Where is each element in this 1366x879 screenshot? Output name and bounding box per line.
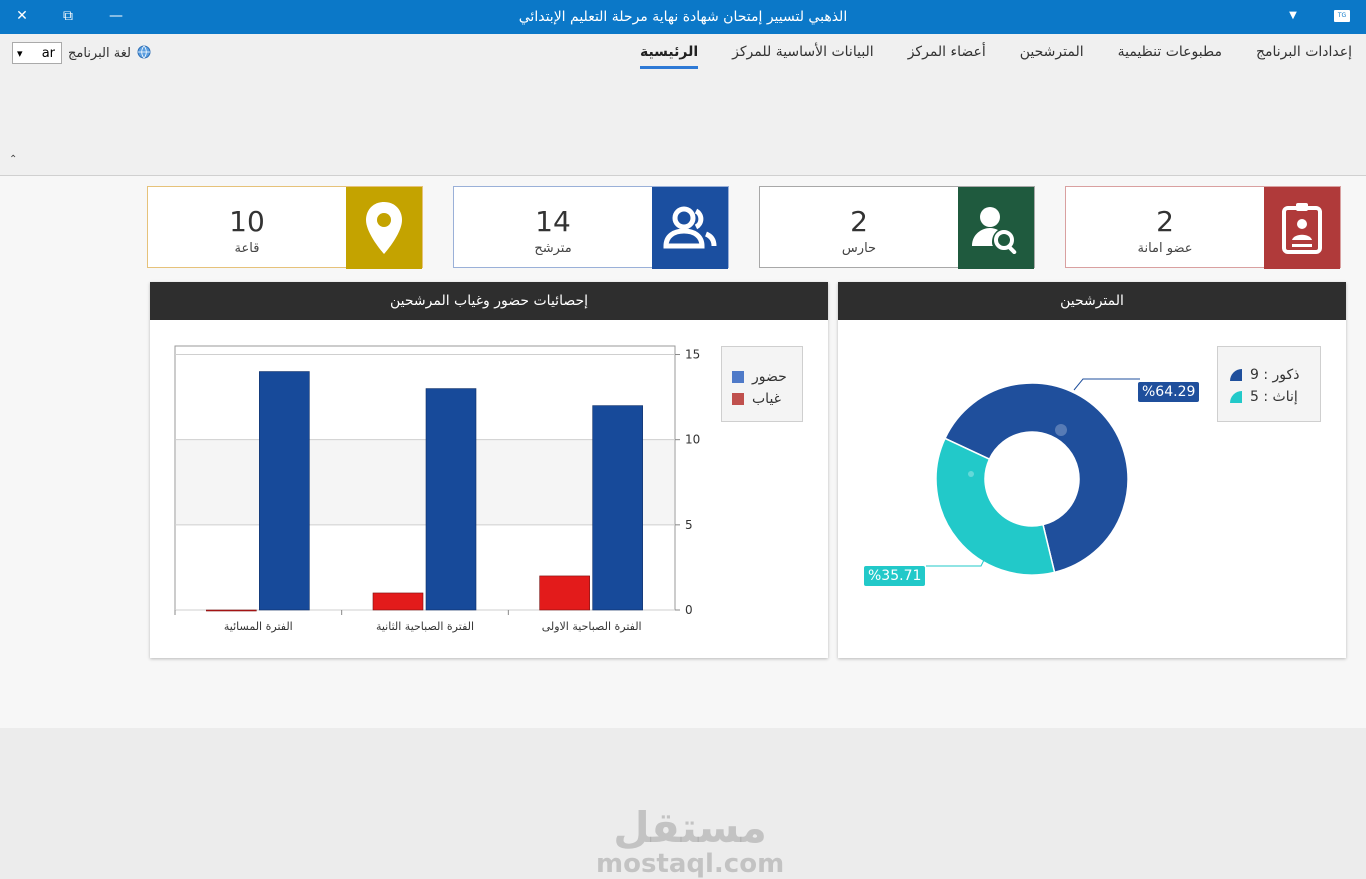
card-rooms: 10 قاعة (147, 186, 423, 269)
window-title: الذهبي لتسيير إمتحان شهادة نهاية مرحلة ا… (518, 9, 848, 25)
language-dropdown[interactable]: ▾ ar (12, 42, 62, 64)
tab-settings[interactable]: إعدادات البرنامج (1255, 44, 1352, 60)
grid-band (176, 439, 674, 525)
legend-label: غياب (752, 391, 781, 407)
watermark-url: mostaql.com (596, 849, 785, 879)
language-dropdown-arrow: ▾ (17, 46, 23, 60)
dashboard: 2 عضو امانة 2 حارس 14 مترشح 10 قاعة إحصا… (0, 176, 1366, 878)
card-secretariat-members: 2 عضو امانة (1065, 186, 1341, 269)
legend-swatch (732, 393, 744, 405)
card-value: 14 (535, 205, 571, 238)
ribbon: الرئيسية البيانات الأساسية للمركز أعضاء … (0, 34, 1366, 176)
language-value: ar (41, 45, 55, 61)
watermark: مستقل mostaql.com (596, 803, 785, 879)
y-tick-label: 5 (685, 518, 693, 532)
y-tick-label: 0 (685, 603, 693, 617)
restore-button[interactable]: ⧉ (63, 8, 73, 24)
y-tick-label: 15 (685, 348, 700, 362)
donut-slice-male (943, 382, 1129, 574)
id-badge-icon (1264, 187, 1340, 269)
bar-present (592, 405, 643, 611)
male-leader-line (1073, 378, 1140, 391)
legend-label: حضور (752, 369, 787, 385)
candidates-donut-chart (926, 378, 1140, 576)
title-bar: ✕ ⧉ — الذهبي لتسيير إمتحان شهادة نهاية م… (0, 0, 1366, 34)
legend-label: ذكور : 9 (1250, 367, 1300, 383)
attendance-chart: 0 5 10 15 الفترة الصباحية الاولى الفترة الصبا… (174, 345, 700, 633)
card-candidates: 14 مترشح (453, 186, 729, 269)
bar-present (259, 371, 310, 611)
donut-slice-female (935, 437, 1056, 576)
legend-item-female: إناث : 5 (1230, 389, 1308, 405)
x-tick-label: الفترة المسائية (224, 620, 293, 633)
bar-absent (206, 609, 257, 612)
legend-item-present: حضور (732, 369, 794, 385)
candidates-panel: المترشحين ذكور : 9 إناث : 5 %64.29 %35.7… (838, 282, 1346, 658)
legend-swatch (1230, 391, 1242, 403)
attendance-panel-title: إحصائيات حضور وغياب المرشحين (150, 282, 828, 320)
male-percent-callout: %64.29 (1138, 382, 1200, 402)
candidates-panel-title: المترشحين (838, 282, 1346, 320)
card-value: 10 (229, 205, 265, 238)
legend-swatch (732, 371, 744, 383)
female-percent-callout: %35.71 (864, 566, 926, 586)
card-value: 2 (1156, 205, 1174, 238)
x-tick-label: الفترة الصباحية الاولى (542, 620, 642, 633)
minimize-button[interactable]: — (109, 8, 123, 24)
female-leader-line (926, 551, 989, 567)
attendance-legend: حضور غياب (721, 346, 803, 422)
globe-icon (137, 44, 151, 63)
tab-candidates[interactable]: المترشحين (1019, 44, 1084, 60)
bar-absent (372, 592, 424, 611)
legend-item-male: ذكور : 9 (1230, 367, 1308, 383)
bar-present (425, 388, 477, 611)
watermark-logo: مستقل (613, 803, 767, 852)
users-icon (652, 187, 728, 269)
tab-home[interactable]: الرئيسية (639, 44, 699, 69)
slice-highlight (1055, 424, 1067, 436)
slice-highlight (968, 471, 974, 477)
bar-absent (539, 575, 590, 611)
attendance-panel: إحصائيات حضور وغياب المرشحين 0 5 10 15 الفتر… (150, 282, 828, 658)
legend-swatch (1230, 369, 1242, 381)
quick-access-dropdown[interactable]: ▼ (1289, 10, 1297, 21)
map-pin-icon (346, 187, 422, 269)
card-guards: 2 حارس (759, 186, 1035, 269)
card-label: عضو امانة (1137, 241, 1193, 256)
legend-label: إناث : 5 (1250, 389, 1298, 405)
tab-printouts[interactable]: مطبوعات تنظيمية (1117, 44, 1222, 60)
candidates-legend: ذكور : 9 إناث : 5 (1217, 346, 1321, 422)
language-selector: ▾ ar لغة البرنامج (12, 42, 151, 64)
y-tick-label: 10 (685, 433, 700, 447)
tab-center-members[interactable]: أعضاء المركز (907, 44, 986, 60)
legend-item-absent: غياب (732, 391, 794, 407)
collapse-ribbon-button[interactable]: ⌃ (9, 154, 18, 165)
ribbon-tabs: الرئيسية البيانات الأساسية للمركز أعضاء … (639, 44, 1352, 69)
user-search-icon (958, 187, 1034, 269)
close-button[interactable]: ✕ (16, 8, 28, 24)
tab-center-data[interactable]: البيانات الأساسية للمركز (732, 44, 874, 60)
card-label: حارس (841, 241, 877, 256)
app-icon: TG (1334, 10, 1350, 22)
x-tick-label: الفترة الصباحية الثانية (376, 620, 474, 633)
card-label: قاعة (234, 241, 260, 256)
card-value: 2 (850, 205, 868, 238)
language-label: لغة البرنامج (68, 45, 131, 61)
card-label: مترشح (534, 241, 572, 256)
